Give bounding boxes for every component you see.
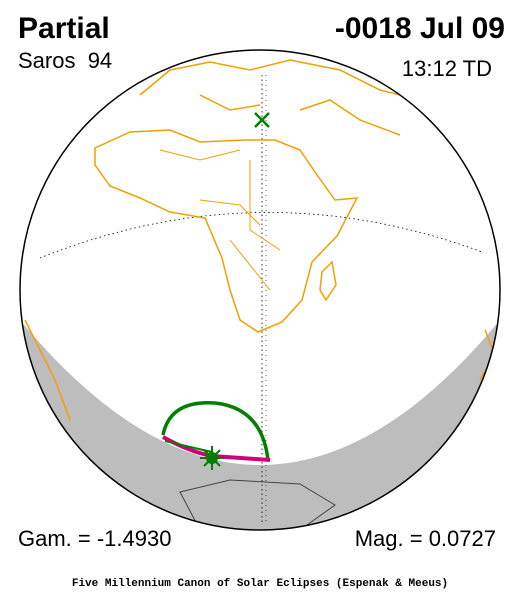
madagascar bbox=[319, 260, 337, 302]
africa bbox=[94, 129, 359, 333]
globe-outline bbox=[19, 49, 501, 531]
eclipse-type: Partial bbox=[18, 12, 110, 45]
gamma: Gam. = -1.4930 bbox=[18, 526, 171, 551]
globe bbox=[20, 50, 500, 530]
time: 13:12 TD bbox=[402, 56, 492, 81]
sub-solar-point bbox=[254, 112, 270, 128]
eclipse-limit bbox=[161, 401, 270, 461]
greatest-eclipse bbox=[200, 446, 224, 470]
saros: Saros 94 bbox=[18, 48, 112, 73]
magnitude: Mag. = 0.0727 bbox=[355, 526, 496, 551]
eclipse-date: -0018 Jul 09 bbox=[335, 12, 505, 45]
night-shade bbox=[20, 320, 500, 530]
equator bbox=[39, 212, 483, 259]
antarctica bbox=[179, 479, 336, 530]
south-america bbox=[24, 319, 71, 421]
credit: Five Millennium Canon of Solar Eclipses … bbox=[72, 578, 448, 590]
borders bbox=[159, 149, 281, 291]
sunset-curve-edge bbox=[164, 440, 213, 453]
